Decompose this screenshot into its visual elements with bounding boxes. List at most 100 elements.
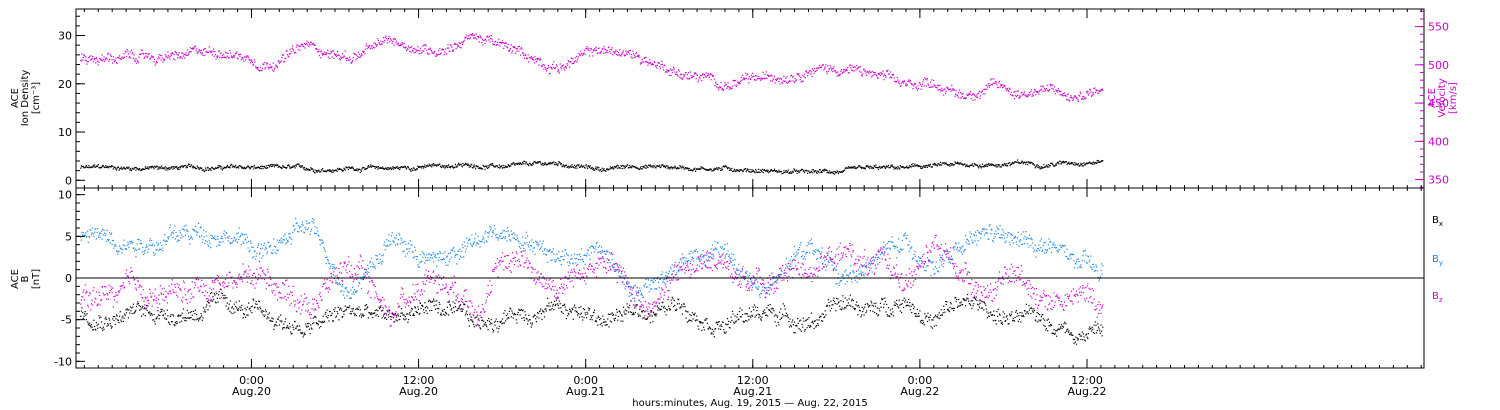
data-point-ion-density xyxy=(321,169,323,171)
data-point-ion-density xyxy=(1039,166,1041,168)
data-point-velocity xyxy=(1023,91,1026,93)
data-point-ion-density xyxy=(80,167,82,169)
data-point-bx xyxy=(1074,341,1076,343)
data-point-velocity xyxy=(1049,89,1051,91)
data-point-velocity xyxy=(172,52,174,54)
data-point-velocity xyxy=(749,78,751,80)
data-point-velocity xyxy=(111,59,113,61)
data-point-bx xyxy=(985,304,987,306)
data-point-velocity xyxy=(931,79,933,81)
data-point-bx xyxy=(1101,330,1103,332)
data-point-bx xyxy=(176,321,178,323)
data-point-velocity xyxy=(332,50,334,52)
data-point-bx xyxy=(897,306,899,308)
data-point-ion-density xyxy=(810,171,812,173)
data-point-velocity xyxy=(836,75,838,77)
data-point-velocity xyxy=(387,38,390,40)
data-point-ion-density xyxy=(201,167,203,169)
data-point-bx xyxy=(647,316,649,318)
data-point-velocity xyxy=(328,53,330,55)
data-point-ion-density xyxy=(684,168,686,170)
data-point-bx xyxy=(855,304,857,306)
data-point-bx xyxy=(788,320,790,323)
data-point-velocity xyxy=(271,69,274,71)
data-point-ion-density xyxy=(219,166,221,168)
data-point-velocity xyxy=(214,54,217,56)
data-point-velocity xyxy=(1065,95,1067,97)
data-point-velocity xyxy=(734,84,736,86)
data-point-ion-density xyxy=(818,171,820,174)
data-point-bx xyxy=(169,324,171,326)
data-point-bx xyxy=(909,309,912,311)
data-point-ion-density xyxy=(941,164,943,166)
data-point-velocity xyxy=(877,77,879,79)
data-point-bx xyxy=(240,309,242,311)
data-point-velocity xyxy=(611,47,613,49)
data-point-ion-density xyxy=(428,163,430,165)
data-point-ion-density xyxy=(853,165,855,168)
data-point-bx xyxy=(632,313,634,315)
data-point-bx xyxy=(315,322,317,324)
data-point-velocity xyxy=(531,57,533,59)
data-point-ion-density xyxy=(295,164,297,166)
data-point-velocity xyxy=(522,52,524,54)
data-point-bx xyxy=(1020,321,1022,323)
data-point-ion-density xyxy=(539,161,541,163)
data-point-velocity xyxy=(227,52,229,54)
data-point-ion-density xyxy=(144,168,146,170)
data-point-ion-density xyxy=(1048,166,1050,168)
data-point-ion-density xyxy=(384,168,386,170)
data-point-bx xyxy=(131,312,133,315)
data-point-velocity xyxy=(810,71,813,73)
data-point-ion-density xyxy=(912,163,914,165)
data-point-bx xyxy=(879,302,881,304)
data-point-bx xyxy=(770,308,772,310)
data-point-velocity xyxy=(340,56,342,58)
data-point-bx xyxy=(664,307,666,309)
data-point-bx xyxy=(196,314,198,316)
data-point-bx xyxy=(1054,332,1056,334)
data-point-ion-density xyxy=(580,164,583,166)
data-point-bx xyxy=(256,307,259,309)
data-point-ion-density xyxy=(1003,164,1005,166)
data-point-velocity xyxy=(878,73,880,76)
data-point-ion-density xyxy=(334,170,336,172)
data-point-bx xyxy=(884,301,886,303)
data-point-bx xyxy=(109,323,111,325)
data-point-bx xyxy=(717,321,719,323)
data-point-bx xyxy=(246,306,249,308)
data-point-ion-density xyxy=(1024,162,1026,164)
data-point-velocity xyxy=(1012,95,1014,97)
data-point-bx xyxy=(602,315,604,317)
data-point-velocity xyxy=(196,48,198,50)
data-point-bx xyxy=(605,324,608,326)
data-point-velocity xyxy=(626,52,628,54)
data-point-bx xyxy=(720,324,722,326)
data-point-velocity xyxy=(105,57,108,59)
data-point-velocity xyxy=(286,50,288,52)
data-point-ion-density xyxy=(417,165,419,167)
data-point-bx xyxy=(336,311,338,313)
data-point-bx xyxy=(594,309,596,311)
data-point-velocity xyxy=(553,61,555,63)
data-point-velocity xyxy=(394,38,396,40)
data-point-velocity xyxy=(1007,87,1009,90)
data-point-ion-density xyxy=(267,164,269,166)
data-point-bx xyxy=(377,315,379,318)
data-point-bx xyxy=(481,319,483,322)
data-point-velocity xyxy=(538,59,541,61)
data-point-ion-density xyxy=(661,164,663,166)
data-point-bx xyxy=(166,318,168,320)
data-point-velocity xyxy=(411,46,413,48)
data-point-bx xyxy=(777,321,779,323)
data-point-bx xyxy=(713,336,715,338)
data-point-ion-density xyxy=(578,164,580,166)
data-point-bx xyxy=(201,319,203,321)
data-point-velocity xyxy=(147,53,150,55)
data-point-bx xyxy=(856,305,858,307)
data-point-ion-density xyxy=(316,171,318,173)
data-point-ion-density xyxy=(258,167,260,169)
data-point-bx xyxy=(669,309,671,311)
data-point-velocity xyxy=(796,73,798,75)
data-point-bx xyxy=(1065,330,1068,332)
